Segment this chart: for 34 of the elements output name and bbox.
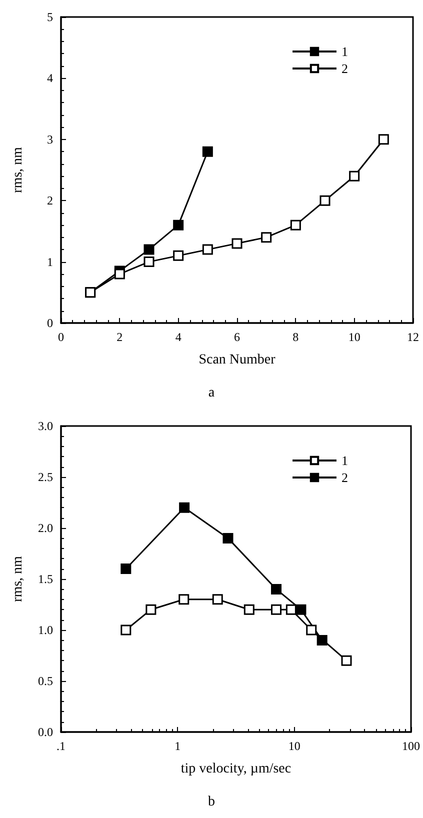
y-tick-label: 0.0 [38, 725, 53, 739]
x-tick-label: 1 [174, 739, 181, 753]
text: b [208, 794, 215, 810]
y-axis-title: rms, nm [10, 146, 26, 193]
y-tick-label: 0 [47, 316, 53, 330]
legend-label: 2 [342, 470, 348, 485]
y-tick-label: 2 [47, 194, 53, 208]
y-tick-label: 1.5 [38, 572, 53, 586]
y-tick-label: 2.0 [38, 521, 53, 535]
x-tick-label: .1 [56, 739, 66, 753]
legend-label: 2 [342, 61, 348, 76]
y-tick-label: 0.5 [38, 674, 53, 688]
x-tick-label: 100 [402, 739, 420, 753]
legend-label: 1 [342, 453, 348, 468]
y-tick-label: 3 [47, 132, 53, 146]
x-tick-label: 4 [175, 330, 182, 344]
x-tick-label: 2 [116, 330, 123, 344]
x-tick-label: 0 [58, 330, 64, 344]
x-tick-label: 10 [348, 330, 360, 344]
y-tick-label: 1.0 [38, 623, 53, 637]
legend-label: 1 [342, 44, 348, 59]
y-tick-label: 2.5 [38, 470, 53, 484]
y-tick-label: 4 [47, 71, 53, 86]
y-tick-label: 1 [47, 254, 53, 269]
x-tick-label: 10 [288, 739, 300, 753]
y-axis-title: rms, nm [10, 556, 26, 602]
y-tick-label: 5 [47, 10, 53, 24]
x-tick-label: 6 [234, 330, 240, 344]
x-axis-title: tip velocity, µm/sec [180, 762, 292, 776]
y-tick-label: 3.0 [38, 419, 53, 433]
x-tick-label: 12 [407, 330, 419, 344]
x-axis-title: Scan Number [198, 352, 276, 368]
x-tick-label: 8 [292, 330, 299, 344]
text: a [208, 386, 216, 400]
